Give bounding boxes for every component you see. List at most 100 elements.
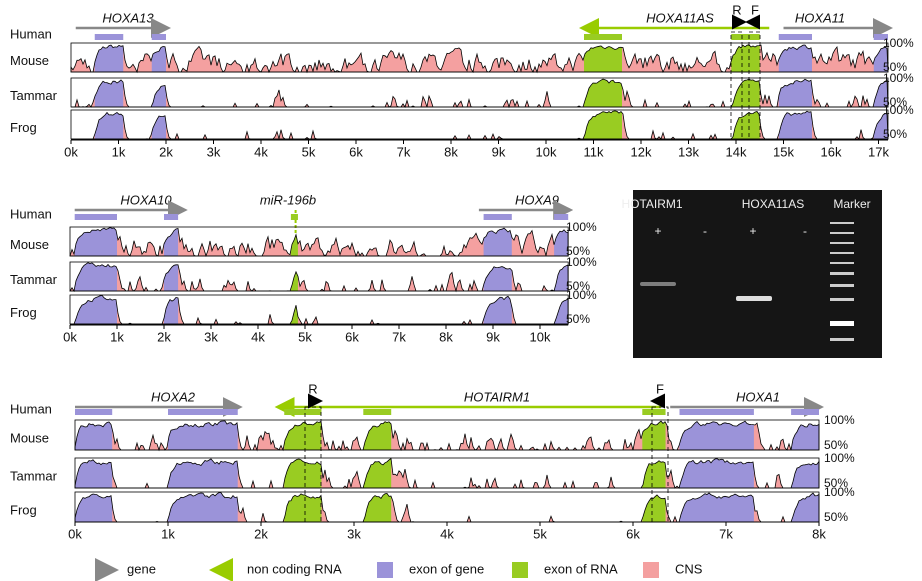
primer-box: [651, 406, 669, 523]
exon-fill: [778, 110, 812, 139]
exon-fill: [791, 492, 819, 522]
rna-fill: [284, 492, 322, 522]
axis-tick-label: 17k: [868, 144, 889, 159]
conservation-fill: [70, 262, 569, 291]
percent-label: 50%: [883, 95, 907, 109]
exon-fill: [151, 110, 166, 139]
axis-tick-label: 7k: [397, 144, 411, 159]
exon-bar: [164, 214, 179, 220]
percent-label: 50%: [824, 510, 848, 524]
exon-bar: [778, 34, 812, 40]
axis-tick-label: 6k: [626, 526, 640, 541]
axis-tick-label: 0k: [63, 329, 77, 344]
axis-tick-label: 8k: [439, 329, 453, 344]
rna-fill: [731, 79, 760, 107]
legend-swatch: [512, 562, 528, 578]
exon-bar: [94, 34, 124, 40]
rna-fill: [290, 227, 298, 256]
primer-label: F: [751, 2, 759, 17]
conservation-curve: [69, 227, 569, 258]
axis-tick-label: 2k: [159, 144, 173, 159]
rna-exon-bar: [584, 34, 622, 40]
axis-tick-label: 13k: [678, 144, 699, 159]
legend-label: CNS: [675, 561, 703, 576]
species-label: Mouse: [10, 237, 49, 252]
percent-label: 100%: [566, 220, 597, 234]
exon-bar: [151, 34, 166, 40]
track-frame: [74, 419, 820, 451]
axis-tick-label: 5k: [533, 526, 547, 541]
gene-label: HOTAIRM1: [464, 389, 530, 404]
exon-bar: [75, 409, 113, 415]
percent-label: 50%: [883, 60, 907, 74]
rna-fill: [284, 420, 322, 450]
exon-fill: [679, 458, 754, 488]
axis-tick-label: 4k: [254, 144, 268, 159]
species-label: Human: [10, 26, 52, 41]
conservation-curve: [71, 110, 889, 140]
percent-label: 50%: [824, 476, 848, 490]
cns-fill: [71, 44, 888, 72]
rna-exon-bar: [284, 409, 322, 415]
axis-tick-label: 2k: [157, 329, 171, 344]
species-label: Tammar: [10, 272, 58, 287]
primer-box: [304, 406, 322, 523]
gene-label: HOXA10: [120, 192, 172, 207]
gel-image: HOTAIRM1 HOXA11AS Marker + - + -: [621, 190, 882, 358]
percent-label: 100%: [824, 451, 855, 465]
exon-bar: [74, 214, 117, 220]
axis-tick-label: 8k: [812, 526, 826, 541]
axis-tick-label: 0k: [68, 526, 82, 541]
gene-label: HOXA11: [795, 10, 845, 25]
conservation-curve: [70, 44, 889, 74]
axis-tick-label: 3k: [207, 144, 221, 159]
axis-tick-label: 3k: [347, 526, 361, 541]
rna-fill: [284, 458, 322, 488]
axis-tick-label: 15k: [773, 144, 794, 159]
gene-label: HOXA1: [736, 389, 780, 404]
track-frame: [70, 109, 889, 140]
gene-label: HOXA2: [151, 389, 196, 404]
track-frame: [69, 261, 569, 292]
legend-label: exon of RNA: [544, 561, 618, 576]
exon-fill: [168, 420, 238, 450]
axis-tick-label: 3k: [204, 329, 218, 344]
track-frame: [70, 42, 889, 73]
rna-fill: [731, 44, 760, 72]
species-label: Tammar: [10, 468, 58, 483]
exon-fill: [679, 420, 754, 450]
exon-fill: [483, 262, 512, 291]
exon-bar: [168, 409, 238, 415]
percent-label: 50%: [824, 438, 848, 452]
exon-fill: [74, 227, 117, 256]
axis-tick-label: 7k: [392, 329, 406, 344]
rna-fill: [584, 110, 622, 139]
rna-exon-bar: [731, 34, 760, 40]
conservation-fill: [71, 79, 888, 107]
axis-tick-label: 1k: [112, 144, 126, 159]
species-label: Human: [10, 401, 52, 416]
axis-tick-label: 2k: [254, 526, 268, 541]
axis-tick-label: 11k: [584, 144, 604, 159]
axis-tick-label: 12k: [631, 144, 652, 159]
legend-swatch: [643, 562, 659, 578]
percent-label: 100%: [824, 413, 855, 427]
percent-label: 100%: [883, 71, 914, 85]
species-label: Frog: [10, 305, 37, 320]
axis-tick-label: 14k: [726, 144, 747, 159]
lane-label: HOTAIRM1: [621, 197, 682, 211]
axis-tick-label: 5k: [298, 329, 312, 344]
exon-fill: [679, 492, 754, 522]
percent-label: 50%: [566, 279, 590, 293]
rna-exon-bar: [363, 409, 392, 415]
exon-bar: [483, 214, 512, 220]
legend-label: non coding RNA: [247, 561, 342, 576]
axis-tick-label: 0k: [64, 144, 78, 159]
gene-label: HOXA13: [102, 10, 154, 25]
gene-label: miR-196b: [260, 192, 316, 207]
exon-fill: [94, 44, 124, 72]
lane-sign: +: [749, 224, 756, 238]
axis-tick-label: 4k: [440, 526, 454, 541]
species-label: Frog: [10, 120, 37, 135]
